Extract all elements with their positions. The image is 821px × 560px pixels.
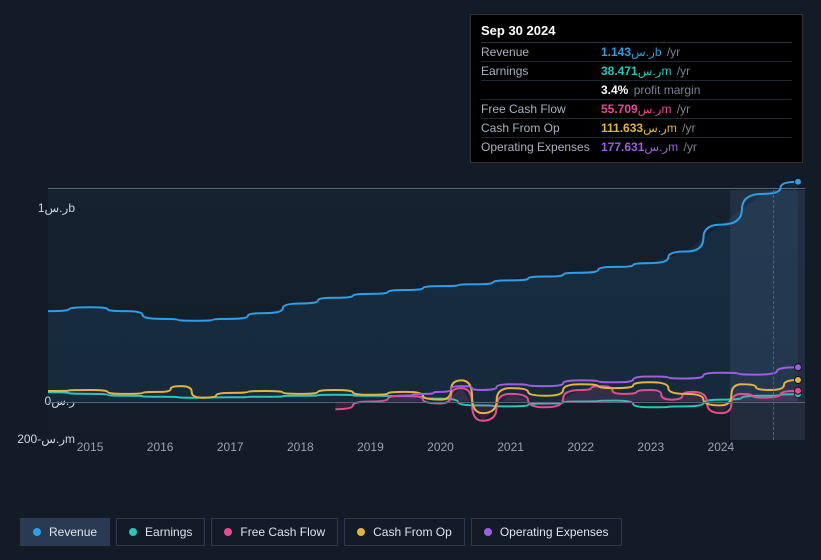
cursor-line: [773, 190, 774, 440]
tooltip-date: Sep 30 2024: [481, 21, 792, 43]
x-axis-tick: 2018: [287, 440, 314, 454]
chart-topline: [48, 188, 805, 189]
x-axis-tick: 2024: [708, 440, 735, 454]
legend-cash-from-op[interactable]: Cash From Op: [344, 518, 465, 546]
legend: Revenue Earnings Free Cash Flow Cash From O…: [20, 518, 622, 546]
tooltip-row-label: Free Cash Flow: [481, 102, 601, 116]
tooltip-row-value: 38.471ر.سm /yr: [601, 64, 690, 78]
tooltip-row: Earnings38.471ر.سm /yr: [481, 62, 792, 81]
legend-label: Free Cash Flow: [240, 525, 325, 539]
legend-earnings[interactable]: Earnings: [116, 518, 205, 546]
tooltip-row: Cash From Op111.633ر.سm /yr: [481, 119, 792, 138]
tooltip-row: Revenue1.143ر.سb /yr: [481, 43, 792, 62]
legend-label: Cash From Op: [373, 525, 452, 539]
legend-swatch: [357, 528, 365, 536]
x-axis-tick: 2023: [637, 440, 664, 454]
x-axis-tick: 2016: [147, 440, 174, 454]
tooltip-row-value: 55.709ر.سm /yr: [601, 102, 690, 116]
financials-chart[interactable]: ر.س1bر.س0ر.س-200m 2015201620172018201920…: [15, 160, 805, 480]
tooltip-row-label: Earnings: [481, 64, 601, 78]
tooltip-row: Free Cash Flow55.709ر.سm /yr: [481, 100, 792, 119]
tooltip-row-value: 1.143ر.سb /yr: [601, 45, 680, 59]
legend-label: Earnings: [145, 525, 192, 539]
x-axis-tick: 2022: [567, 440, 594, 454]
legend-label: Revenue: [49, 525, 97, 539]
legend-swatch: [224, 528, 232, 536]
legend-swatch: [33, 528, 41, 536]
tooltip-row: Operating Expenses177.631ر.سm /yr: [481, 138, 792, 156]
legend-operating-expenses[interactable]: Operating Expenses: [471, 518, 622, 546]
x-axis-tick: 2017: [217, 440, 244, 454]
legend-swatch: [484, 528, 492, 536]
x-axis-tick: 2021: [497, 440, 524, 454]
x-axis-tick: 2020: [427, 440, 454, 454]
x-axis-tick: 2019: [357, 440, 384, 454]
tooltip-row: 3.4% profit margin: [481, 81, 792, 100]
hover-tooltip: Sep 30 2024 Revenue1.143ر.سb /yrEarnings…: [470, 14, 803, 163]
tooltip-row-value: 177.631ر.سm /yr: [601, 140, 697, 154]
legend-label: Operating Expenses: [500, 525, 609, 539]
chart-zero-line: [48, 402, 805, 403]
tooltip-row-label: Revenue: [481, 45, 601, 59]
legend-free-cash-flow[interactable]: Free Cash Flow: [211, 518, 338, 546]
legend-revenue[interactable]: Revenue: [20, 518, 110, 546]
x-axis-tick: 2015: [77, 440, 104, 454]
x-axis: 2015 2016 2017 2018 2019 2020 2021 2022 2023 2024: [48, 440, 808, 460]
tooltip-row-value: 3.4% profit margin: [601, 83, 700, 97]
tooltip-row-label: [481, 83, 601, 97]
tooltip-row-label: Cash From Op: [481, 121, 601, 135]
legend-swatch: [129, 528, 137, 536]
tooltip-row-value: 111.633ر.سm /yr: [601, 121, 696, 135]
tooltip-row-label: Operating Expenses: [481, 140, 601, 154]
